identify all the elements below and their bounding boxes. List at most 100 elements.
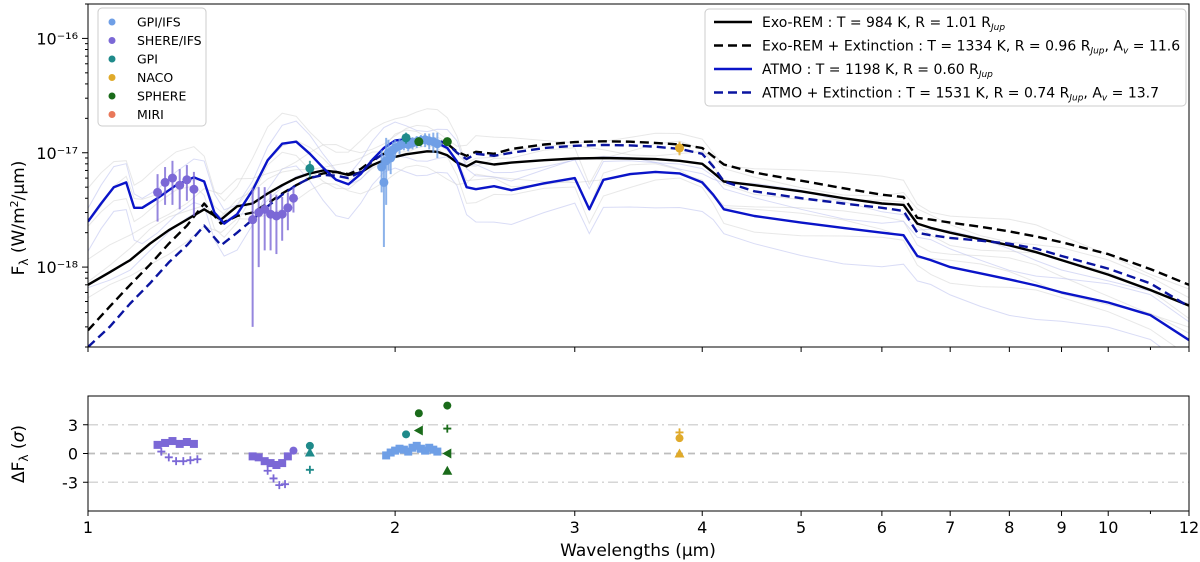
residuals-panel: 30-3 1 2 3 4 5 6 7 8 9 10 12 ΔFλ (σ) Wavelengths (… xyxy=(9,395,1199,561)
residual-marker xyxy=(412,441,421,450)
legend-marker xyxy=(108,55,116,63)
x-tick-label: 4 xyxy=(697,518,707,537)
legend-label: GPI xyxy=(137,52,158,67)
residual-y-axis-label: ΔFλ (σ) xyxy=(9,425,31,483)
x-axis-label: Wavelengths (μm) xyxy=(560,541,716,561)
data-point xyxy=(260,204,270,214)
residual-marker xyxy=(305,441,314,450)
data-point xyxy=(160,177,170,187)
spectrum-y-axis-label: Fλ (W/m2/μm) xyxy=(8,161,31,276)
legend-marker xyxy=(108,74,116,81)
residual-marker xyxy=(443,401,452,410)
residual-marker xyxy=(248,452,257,461)
residual-reference-lines xyxy=(88,424,1189,483)
residual-marker xyxy=(442,465,453,475)
residual-marker xyxy=(153,440,162,449)
model-legend: Exo-REM : T = 984 K, R = 1.01 RJup Exo-RE… xyxy=(704,8,1187,107)
legend-label: SPHERE xyxy=(137,89,186,104)
x-tick-label: 6 xyxy=(877,518,887,537)
y-tick-label: 0 xyxy=(68,445,78,464)
residual-marker xyxy=(421,446,430,455)
data-point xyxy=(153,187,163,197)
residual-marker xyxy=(408,443,417,452)
residual-marker xyxy=(175,439,184,448)
legend-label: Exo-REM + Extinction : T = 1334 K, R = 0… xyxy=(762,39,1180,57)
spectrum-x-ticks xyxy=(87,347,1190,352)
spectrum-axes-frame xyxy=(87,3,1190,348)
model-curve-4 xyxy=(88,138,1189,347)
legend-marker xyxy=(108,111,116,118)
x-tick-label: 2 xyxy=(390,518,400,537)
residual-marker xyxy=(414,409,423,418)
model-grid-curve xyxy=(88,124,1189,290)
photometry-points xyxy=(153,132,685,327)
y-tick-label: 10⁻¹⁸ xyxy=(36,258,78,277)
model-curve-3 xyxy=(88,138,1189,342)
observation-legend-box xyxy=(97,7,207,127)
legend-label: GPI/IFS xyxy=(137,15,181,30)
residual-marker xyxy=(161,438,170,447)
residual-marker xyxy=(675,434,684,443)
legend-label: NACO xyxy=(137,70,173,85)
observation-legend: GPI/IFS SHERE/IFS GPI NACO SPHERE MIRI xyxy=(97,7,207,127)
residual-marker xyxy=(289,446,298,455)
legend-marker xyxy=(108,18,116,26)
x-tick-label: 10 xyxy=(1098,518,1118,537)
residual-marker xyxy=(193,455,202,464)
residual-marker xyxy=(433,447,442,456)
residual-marker xyxy=(168,437,177,446)
data-point xyxy=(432,139,442,149)
x-tick-label: 12 xyxy=(1179,518,1199,537)
data-point xyxy=(288,193,298,203)
residual-marker xyxy=(304,447,315,457)
model-grid-curve xyxy=(88,144,1177,347)
x-tick-label: 7 xyxy=(945,518,955,537)
y-tick-label: -3 xyxy=(62,473,78,492)
residual-x-ticks: 1 2 3 4 5 6 7 8 9 10 12 xyxy=(83,511,1199,537)
residual-marker xyxy=(182,438,191,446)
data-point xyxy=(277,209,287,219)
legend-label: SHERE/IFS xyxy=(137,33,202,48)
data-point xyxy=(442,137,452,147)
residual-marker xyxy=(404,447,413,456)
x-tick-label: 1 xyxy=(83,518,93,537)
data-point xyxy=(414,137,424,147)
residual-marker xyxy=(402,430,411,439)
legend-marker xyxy=(108,37,116,44)
residual-marker xyxy=(399,445,408,454)
legend-label: MIRI xyxy=(137,107,164,122)
residual-marker xyxy=(189,439,198,448)
model-legend-box xyxy=(704,8,1187,107)
y-tick-label: 10⁻¹⁷ xyxy=(36,144,78,163)
model-grid-curve xyxy=(88,165,1162,347)
data-point xyxy=(401,133,411,143)
residual-marker xyxy=(305,465,314,474)
y-tick-label: 10⁻¹⁶ xyxy=(36,29,78,48)
residual-marker xyxy=(172,457,181,466)
residual-marker xyxy=(386,448,395,457)
residual-marker xyxy=(281,480,290,489)
x-tick-label: 3 xyxy=(570,518,580,537)
legend-label: ATMO + Extinction : T = 1531 K, R = 0.74… xyxy=(762,86,1159,104)
spectrum-y-ticks: 10⁻¹⁶ 10⁻¹⁷ 10⁻¹⁸ xyxy=(36,3,88,348)
residual-points xyxy=(153,401,685,490)
residual-marker xyxy=(278,459,287,468)
residual-marker xyxy=(263,466,272,475)
residual-marker xyxy=(266,459,275,468)
residual-marker xyxy=(254,453,263,462)
data-point xyxy=(189,184,199,194)
residual-marker xyxy=(157,447,166,456)
residual-marker xyxy=(429,445,438,454)
data-point xyxy=(305,163,315,173)
residual-marker xyxy=(179,457,188,466)
residual-marker xyxy=(442,448,452,459)
residual-marker xyxy=(272,461,281,469)
data-point xyxy=(675,143,685,153)
residual-marker xyxy=(164,453,173,462)
residual-marker xyxy=(382,451,391,460)
data-point xyxy=(167,173,177,183)
residual-marker xyxy=(260,457,269,466)
data-point xyxy=(248,215,258,225)
x-tick-label: 9 xyxy=(1056,518,1066,537)
